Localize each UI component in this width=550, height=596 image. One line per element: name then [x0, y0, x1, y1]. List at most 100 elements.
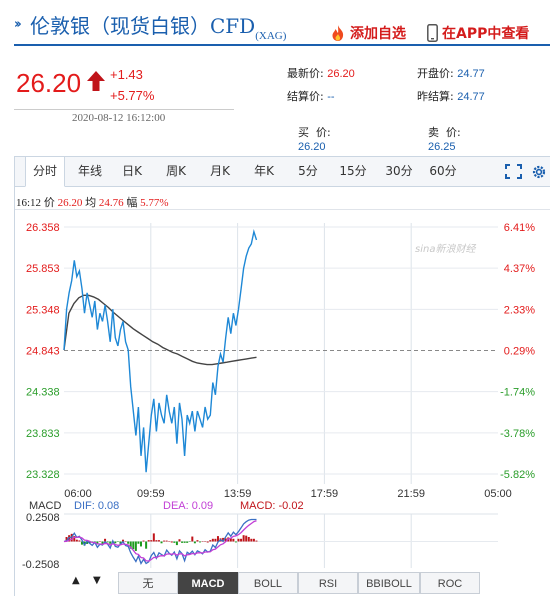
- tab-yearly-k[interactable]: 年K: [254, 164, 274, 178]
- gear-icon[interactable]: [531, 164, 547, 180]
- settle-price-value: --: [327, 91, 335, 103]
- price-change: +1.43: [110, 67, 143, 82]
- macd-histogram-bar: [178, 539, 181, 542]
- instrument-name: 伦敦银（现货白银）: [30, 14, 210, 38]
- macd-histogram-bar: [139, 541, 142, 547]
- macd-dif-line: [63, 518, 257, 566]
- phone-icon: [427, 24, 438, 42]
- macd-histogram-bar: [209, 540, 212, 542]
- add-favorite-button[interactable]: 添加自选: [330, 22, 406, 44]
- y-tick-right: -1.74%: [500, 387, 535, 399]
- x-tick-label: 21:59: [397, 488, 425, 500]
- page-title: 伦敦银（现货白银）CFD(XAG): [30, 10, 286, 42]
- bid-price-value: 26.20: [298, 141, 326, 153]
- tab-monthly-k[interactable]: 月K: [210, 164, 230, 178]
- macd-histogram-bar: [96, 541, 99, 545]
- indicator-macd[interactable]: MACD: [178, 572, 238, 594]
- y-tick-left: 26.358: [26, 222, 60, 234]
- x-tick-label: 06:00: [64, 488, 92, 500]
- macd-histogram-bar: [191, 536, 194, 542]
- settle-price-row: 结算价: --: [287, 88, 335, 104]
- header-divider: [14, 44, 550, 46]
- tab-30min[interactable]: 30分: [385, 164, 413, 178]
- instrument-code: (XAG): [255, 30, 287, 42]
- settle-price-label: 结算价:: [287, 90, 324, 103]
- macd-histogram-bar: [186, 541, 189, 543]
- tab-timeshare[interactable]: 分时: [25, 156, 65, 187]
- macd-histogram-bar: [224, 538, 227, 542]
- indicator-rsi[interactable]: RSI: [298, 572, 358, 594]
- macd-histogram-bar: [147, 540, 150, 542]
- macd-histogram-bar: [216, 536, 219, 542]
- macd-histogram-bar: [206, 541, 209, 543]
- indicator-boll[interactable]: BOLL: [238, 572, 298, 594]
- crosshair-info: 16:12 价 26.20 均 24.76 幅 5.77%: [16, 194, 168, 210]
- prev-settle-value: 24.77: [457, 91, 485, 103]
- indicator-bbiboll[interactable]: BBIBOLL: [358, 572, 420, 594]
- scroll-down-button[interactable]: ▼: [93, 575, 101, 586]
- x-tick-label: 09:59: [137, 488, 165, 500]
- prev-settle-label: 昨结算:: [417, 90, 454, 103]
- macd-histogram-bar: [88, 541, 91, 544]
- macd-y-min: -0.2508: [22, 559, 59, 571]
- macd-histogram-bar: [127, 541, 130, 544]
- scroll-up-button[interactable]: ▲: [72, 575, 80, 586]
- macd-histogram-bar: [104, 538, 107, 542]
- macd-histogram-bar: [119, 541, 122, 544]
- fullscreen-icon[interactable]: [505, 164, 522, 179]
- info-avg: 24.76: [98, 197, 124, 209]
- macd-histogram-bar: [137, 541, 140, 544]
- macd-dea-label: DEA: 0.09: [163, 500, 213, 512]
- macd-y-max: 0.2508: [26, 512, 60, 524]
- tab-15min[interactable]: 15分: [339, 164, 367, 178]
- watermark: sina新浪财经: [415, 243, 476, 255]
- macd-histogram-bar: [199, 541, 202, 543]
- tab-weekly-k[interactable]: 周K: [166, 164, 186, 178]
- quote-timestamp: 2020-08-12 16:12:00: [72, 112, 166, 124]
- add-favorite-label: 添加自选: [350, 26, 406, 42]
- latest-price-row: 最新价: 26.20: [287, 65, 355, 81]
- indicator-tabs: 无 MACD BOLL RSI BBIBOLL ROC: [63, 572, 550, 594]
- macd-histogram-bar: [122, 539, 125, 542]
- macd-histogram-bar: [183, 541, 186, 543]
- tab-year-line[interactable]: 年线: [77, 164, 102, 178]
- open-price-label: 开盘价:: [417, 67, 454, 80]
- arrow-up-icon: [87, 71, 105, 91]
- y-tick-right: 2.33%: [504, 304, 535, 316]
- macd-histogram-bar: [237, 538, 240, 542]
- y-tick-right: -5.82%: [500, 469, 535, 481]
- macd-value-label: MACD: -0.02: [240, 500, 304, 512]
- macd-histogram-bar: [211, 538, 214, 542]
- prev-settle-row: 昨结算: 24.77: [417, 88, 485, 104]
- latest-price-value: 26.20: [327, 68, 355, 80]
- open-price-row: 开盘价: 24.77: [417, 65, 485, 81]
- macd-histogram-bar: [80, 541, 83, 545]
- view-in-app-button[interactable]: 在APP中查看: [427, 22, 529, 44]
- price-line: [63, 228, 258, 473]
- view-in-app-label: 在APP中查看: [442, 26, 530, 42]
- tab-daily-k[interactable]: 日K: [122, 164, 142, 178]
- macd-histogram-bar: [196, 540, 199, 542]
- macd-histogram-bar: [129, 541, 132, 549]
- period-tabs: 分时 年线 日K 周K 月K 年K 5分 15分 30分 60分: [15, 156, 550, 187]
- indicator-roc[interactable]: ROC: [420, 572, 480, 594]
- macd-histogram-bar: [193, 541, 196, 544]
- bid-price-row: 买 价: 26.20: [291, 111, 331, 153]
- indicator-none[interactable]: 无: [118, 572, 178, 594]
- macd-histogram-bar: [75, 539, 78, 542]
- info-avg-label: 均: [85, 197, 97, 209]
- macd-histogram-bar: [157, 540, 160, 542]
- info-price: 26.20: [57, 197, 83, 209]
- macd-histogram-bar: [163, 540, 166, 542]
- y-tick-right: 0.29%: [504, 346, 535, 358]
- y-tick-left: 25.853: [26, 263, 60, 275]
- y-tick-right: 6.41%: [504, 222, 535, 234]
- macd-histogram-bar: [252, 538, 255, 542]
- x-tick-label: 13:59: [224, 488, 252, 500]
- tab-5min[interactable]: 5分: [298, 164, 318, 178]
- info-price-label: 价: [43, 197, 55, 209]
- tab-60min[interactable]: 60分: [429, 164, 457, 178]
- macd-dif-label: DIF: 0.08: [74, 500, 119, 512]
- y-tick-left: 25.348: [26, 304, 60, 316]
